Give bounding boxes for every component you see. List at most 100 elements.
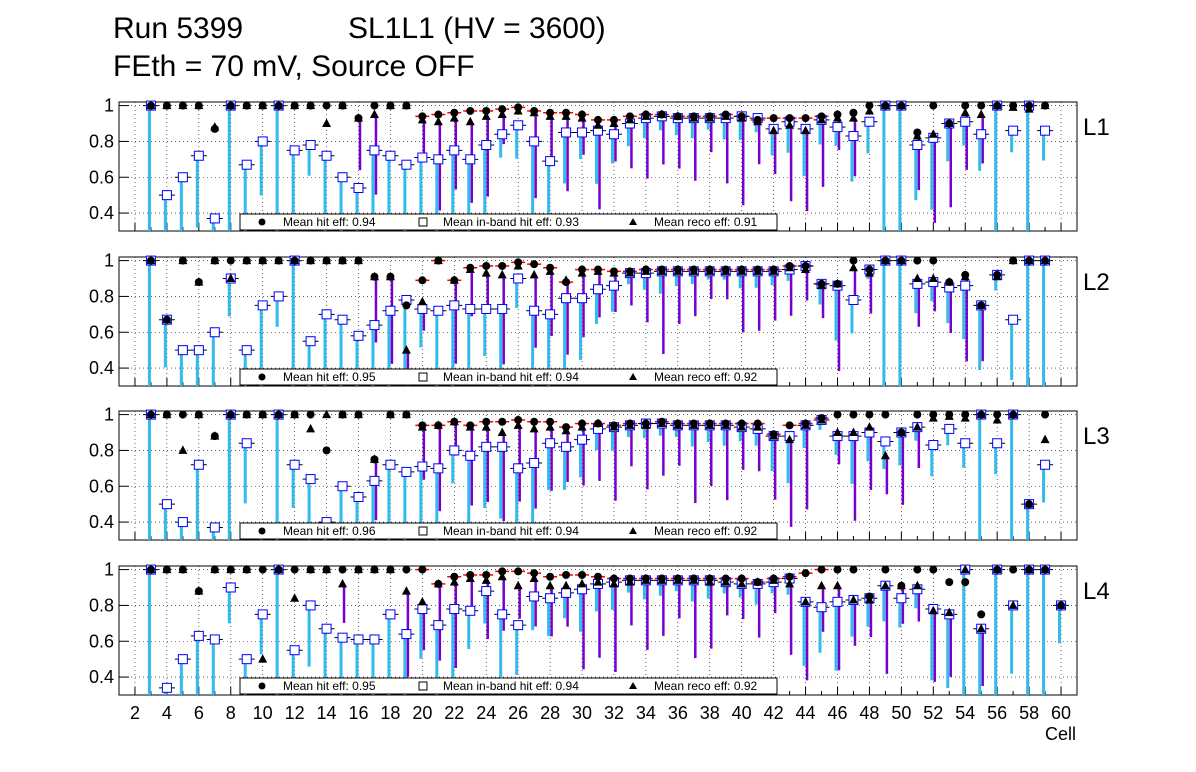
reco-marker <box>801 596 811 606</box>
hit-marker <box>737 419 746 428</box>
reco-marker <box>417 296 427 306</box>
hit-marker <box>402 301 411 310</box>
inband-marker <box>481 140 492 150</box>
inband-marker <box>369 320 380 331</box>
reco-marker <box>481 422 491 431</box>
inband-marker <box>337 172 348 183</box>
hit-marker <box>338 256 347 265</box>
hit-marker <box>785 421 794 430</box>
y-tick-label: 0.4 <box>89 203 114 223</box>
hit-marker <box>386 565 395 574</box>
inband-marker <box>433 305 444 316</box>
legend-hit-label: Mean hit eff: 0.95 <box>283 679 376 693</box>
hit-marker <box>178 101 187 110</box>
hit-marker <box>657 417 666 426</box>
inband-marker <box>273 291 284 302</box>
hit-marker <box>609 115 618 124</box>
inband-marker <box>161 682 172 693</box>
hit-marker <box>769 574 778 583</box>
chamber-title: SL1L1 (HV = 3600) <box>348 12 606 45</box>
hit-marker <box>402 565 411 574</box>
legend-hit-label: Mean hit eff: 0.96 <box>283 524 376 538</box>
inband-marker <box>449 604 460 614</box>
y-tick-label: 0.4 <box>89 512 114 532</box>
hit-marker <box>258 565 267 574</box>
inband-marker <box>1040 459 1051 470</box>
hit-marker <box>210 565 219 574</box>
hit-marker <box>673 574 682 583</box>
legend-inband-label: Mean in-band hit eff: 0.94 <box>443 679 579 693</box>
hit-marker <box>354 410 363 419</box>
x-tick-label: 30 <box>572 703 592 723</box>
hit-marker <box>673 112 682 121</box>
conditions-title: FEth = 70 mV, Source OFF <box>113 50 475 83</box>
inband-marker <box>193 630 204 641</box>
hit-marker <box>370 565 379 574</box>
hit-marker <box>913 128 922 137</box>
hit-marker <box>306 256 315 265</box>
hit-marker <box>785 572 794 581</box>
inband-marker <box>497 129 508 140</box>
inband-marker <box>960 116 971 127</box>
inband-marker <box>928 440 939 451</box>
reco-marker <box>960 107 970 117</box>
hit-marker <box>945 578 954 587</box>
hit-marker <box>402 410 411 419</box>
inband-marker <box>608 129 619 140</box>
hit-marker <box>322 446 331 455</box>
x-tick-label: 50 <box>891 703 911 723</box>
inband-marker <box>209 522 220 533</box>
reco-marker <box>833 580 842 590</box>
inband-marker <box>497 609 508 620</box>
inband-marker <box>832 596 843 607</box>
inband-marker <box>241 438 252 449</box>
hit-marker <box>977 301 986 310</box>
hit-marker <box>146 101 155 110</box>
hit-marker <box>290 410 299 419</box>
y-tick-label: 1 <box>104 96 114 116</box>
hit-marker <box>514 258 523 267</box>
legend-hit-marker <box>258 682 266 690</box>
inband-marker <box>385 150 396 161</box>
inband-marker <box>481 441 492 452</box>
hit-marker <box>801 261 810 270</box>
hit-marker <box>450 276 459 285</box>
inband-marker <box>305 600 316 611</box>
hit-marker <box>913 410 922 419</box>
x-tick-label: 36 <box>668 703 688 723</box>
hit-marker <box>402 101 411 110</box>
hit-marker <box>897 101 906 110</box>
inband-marker <box>305 140 316 150</box>
hit-marker <box>434 579 443 588</box>
inband-marker <box>241 345 252 356</box>
hit-marker <box>721 419 730 428</box>
hit-marker <box>753 578 762 587</box>
reco-marker <box>481 575 491 584</box>
reco-marker <box>306 423 316 433</box>
hit-marker <box>865 592 874 601</box>
run-title: Run 5399 <box>113 12 244 45</box>
hit-marker <box>673 419 682 428</box>
hit-marker <box>322 256 331 265</box>
hit-marker <box>274 410 283 419</box>
hit-marker <box>274 565 283 574</box>
x-tick-label: 56 <box>987 703 1007 723</box>
hit-marker <box>562 278 571 287</box>
hit-marker <box>785 114 794 123</box>
x-tick-label: 40 <box>732 703 752 723</box>
reco-marker <box>737 578 747 588</box>
hit-marker <box>705 112 714 121</box>
hit-marker <box>641 110 650 119</box>
x-tick-label: 16 <box>348 703 368 723</box>
inband-marker <box>529 457 540 468</box>
reco-marker <box>848 595 858 604</box>
hit-marker <box>306 410 315 419</box>
reco-marker <box>785 120 795 129</box>
hit-marker <box>258 101 267 110</box>
hit-marker <box>817 565 826 574</box>
hit-marker <box>162 410 171 419</box>
hit-marker <box>578 265 587 274</box>
hit-marker <box>865 265 874 274</box>
inband-marker <box>353 634 364 645</box>
inband-marker <box>561 293 572 304</box>
